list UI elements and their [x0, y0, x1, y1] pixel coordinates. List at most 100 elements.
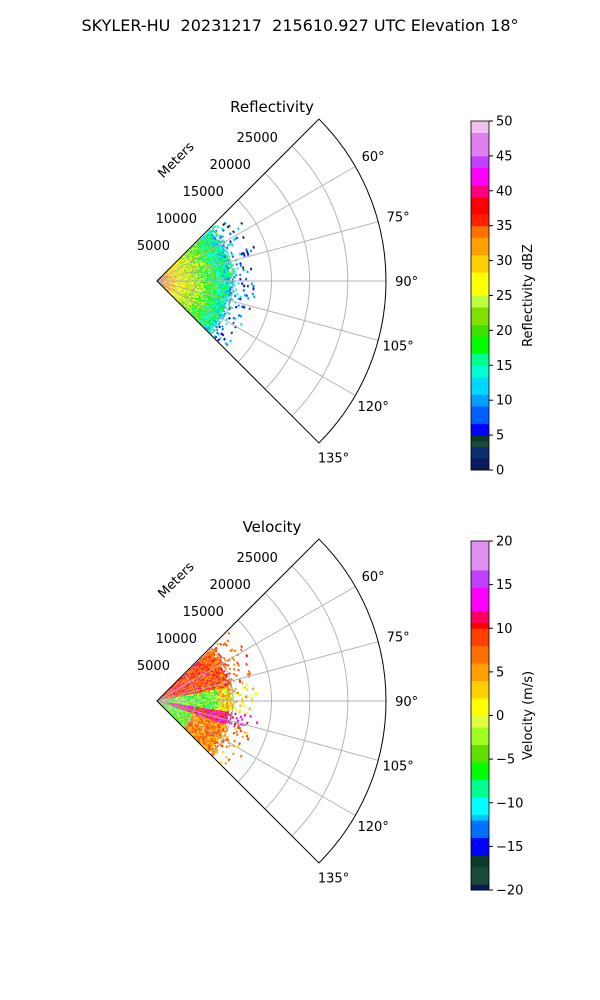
radar-gate	[206, 296, 209, 299]
radar-gate	[221, 246, 225, 249]
radar-data	[158, 221, 256, 347]
radar-gate	[163, 274, 165, 277]
radar-gate	[209, 252, 213, 255]
radar-gate	[177, 262, 180, 265]
radar-gate	[169, 690, 172, 692]
radar-gate	[212, 696, 215, 698]
radar-gate	[227, 269, 230, 272]
radar-gate	[220, 247, 223, 250]
radar-gate	[204, 732, 208, 735]
radar-gate	[203, 733, 207, 736]
radar-gate	[220, 227, 224, 231]
radar-gate	[199, 726, 202, 729]
colorbar-segment	[471, 541, 489, 548]
radar-gate	[185, 296, 188, 299]
radar-gate	[178, 279, 181, 280]
radar-gate	[195, 698, 198, 700]
colorbar-segment	[471, 651, 489, 658]
radar-gate	[196, 720, 199, 723]
radar-gate	[168, 279, 171, 281]
radar-gate	[210, 306, 213, 309]
radar-gate	[224, 341, 228, 345]
radar-gate	[216, 272, 219, 275]
radar-gate	[182, 676, 185, 679]
radar-gate	[189, 705, 192, 707]
radar-gate	[169, 705, 172, 707]
radar-gate	[197, 267, 200, 269]
radar-gate	[202, 308, 205, 311]
radar-gate	[176, 692, 179, 694]
radar-gate	[222, 702, 225, 704]
radar-gate	[206, 736, 209, 740]
radar-gate	[187, 267, 190, 269]
radar-gate	[229, 240, 232, 243]
radar-gate	[205, 727, 208, 730]
radar-gate	[242, 235, 245, 239]
radar-gate	[176, 703, 179, 705]
radar-gate	[178, 686, 180, 688]
radar-gate	[169, 706, 172, 708]
radar-gate	[162, 698, 165, 699]
radar-gate	[219, 728, 223, 731]
radar-gate	[165, 275, 168, 277]
radar-gate	[174, 282, 177, 283]
radar-gate	[209, 719, 212, 722]
radar-gate	[216, 705, 219, 707]
radar-gate	[207, 699, 209, 701]
colorbar-segment	[471, 295, 489, 302]
radar-gate	[254, 692, 257, 695]
colorbar-segment	[471, 878, 489, 885]
radar-gate	[199, 666, 202, 669]
radar-gate	[190, 253, 193, 256]
radar-gate	[180, 691, 183, 693]
radar-gate	[163, 281, 165, 283]
radar-gate	[177, 693, 180, 695]
radar-gate	[205, 688, 208, 691]
radar-gate	[224, 683, 227, 686]
radar-gate	[165, 694, 167, 696]
radar-gate	[195, 279, 198, 281]
radar-gate	[178, 697, 181, 698]
radar-gate	[197, 281, 200, 283]
radar-gate	[187, 688, 190, 690]
radar-gate	[180, 698, 183, 699]
radar-gate	[197, 315, 200, 318]
radar-gate	[192, 685, 195, 687]
radar-gate	[183, 274, 186, 276]
radar-gate	[197, 292, 200, 295]
radar-gate	[214, 702, 217, 704]
radar-gate	[181, 299, 184, 301]
radar-gate	[168, 283, 171, 285]
radar-gate	[170, 278, 173, 280]
radar-gate	[165, 705, 168, 707]
colorbar-segment	[471, 756, 489, 763]
radar-gate	[176, 264, 179, 266]
radar-gate	[180, 709, 183, 712]
radar-gate	[199, 676, 202, 679]
radar-gate	[174, 289, 177, 291]
radar-gate	[209, 241, 212, 244]
radar-gate	[223, 641, 227, 645]
radar-gate	[200, 742, 204, 746]
radar-gate	[201, 657, 204, 660]
radar-gate	[174, 684, 177, 687]
radar-gate	[190, 247, 193, 250]
radar-gate	[224, 278, 227, 281]
radar-gate	[187, 263, 190, 265]
radar-gate	[188, 729, 191, 732]
radar-gate	[242, 289, 245, 292]
radar-gate	[201, 729, 204, 733]
radar-gate	[201, 278, 204, 280]
radar-gate	[188, 265, 191, 268]
radar-gate	[182, 717, 185, 720]
radar-gate	[203, 677, 206, 680]
radar-gate	[212, 697, 215, 700]
radar-gate	[180, 300, 183, 303]
radar-gate	[197, 279, 200, 281]
radar-gate	[246, 284, 249, 288]
radar-gate	[192, 256, 195, 259]
radar-gate	[164, 278, 167, 280]
radar-gate	[182, 262, 185, 265]
colorbar-segment	[471, 301, 489, 308]
radar-gate	[194, 718, 198, 721]
